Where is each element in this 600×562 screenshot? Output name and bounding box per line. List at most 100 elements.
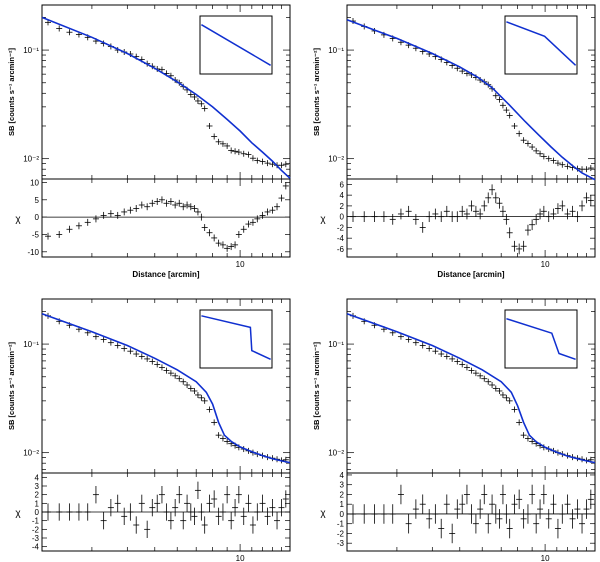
x-tick-label: 10 <box>541 554 550 562</box>
residual-point <box>184 494 191 512</box>
data-point <box>533 147 540 154</box>
residual-point <box>503 504 510 524</box>
residual-tick-label: 4 <box>35 473 40 482</box>
residual-tick-label: 4 <box>340 471 345 480</box>
residual-tick-label: -2 <box>337 223 345 232</box>
residual-point <box>149 199 156 207</box>
residual-point <box>380 504 387 524</box>
residual-point <box>206 494 213 512</box>
data-point <box>443 353 450 360</box>
data-point <box>529 438 536 445</box>
residual-point <box>554 518 561 539</box>
data-point <box>520 137 527 144</box>
residual-point <box>545 211 552 223</box>
residual-tick-label: 4 <box>340 191 345 200</box>
residual-point <box>92 486 99 504</box>
data-point <box>564 163 571 170</box>
data-point <box>184 381 191 388</box>
residual-point <box>167 198 174 205</box>
y-tick-label: 10⁻² <box>328 449 344 458</box>
residual-point <box>154 198 161 205</box>
residual-point <box>107 499 114 517</box>
residual-point <box>114 494 121 512</box>
residual-point <box>564 494 571 514</box>
data-point <box>149 358 156 365</box>
residual-point <box>121 208 128 216</box>
residual-point <box>282 182 289 190</box>
residual-point <box>211 490 218 508</box>
residual-tick-label: 10 <box>30 178 39 187</box>
data-point <box>198 100 205 107</box>
data-point <box>449 355 456 362</box>
residual-point <box>489 494 496 514</box>
residual-point <box>249 516 256 534</box>
residual-point <box>506 518 513 539</box>
y-tick-label: 10⁻² <box>23 155 39 164</box>
residual-point <box>419 494 426 514</box>
data-point <box>66 29 73 36</box>
residual-point <box>75 222 82 230</box>
data-point <box>224 142 231 149</box>
data-point <box>163 367 170 374</box>
residual-point <box>259 211 266 219</box>
y-axis-label: SB [counts s⁻¹ arcmin⁻²] <box>7 48 16 136</box>
data-point <box>158 66 165 73</box>
residual-point <box>228 512 235 530</box>
inset-box <box>199 309 273 369</box>
data-point <box>412 339 419 346</box>
panel-top-left: 10 10⁻² 10⁻¹ 10 5 0 -5 -10 SB [counts s⁻¹ arcmin… <box>7 4 291 279</box>
residual-point <box>180 512 187 530</box>
data-point <box>172 372 179 379</box>
residual-point <box>574 499 581 519</box>
data-point <box>511 406 518 413</box>
residual-point <box>172 201 179 209</box>
residual-tick-label: 2 <box>340 202 345 211</box>
residual-point <box>361 504 368 524</box>
inset-density-profile <box>506 317 576 361</box>
residual-point <box>176 199 183 207</box>
data-point <box>477 372 484 379</box>
residual-point <box>481 200 488 212</box>
residual-point <box>489 184 496 196</box>
data-point <box>224 438 231 445</box>
residual-point <box>432 504 439 524</box>
residual-point <box>554 203 561 214</box>
residual-plot-frame <box>346 178 596 258</box>
residual-point <box>201 516 208 534</box>
residual-point <box>215 507 222 525</box>
residual-point <box>463 208 470 220</box>
residual-point <box>459 205 466 217</box>
data-point <box>206 406 213 413</box>
data-point <box>496 387 503 394</box>
residual-point <box>520 240 527 252</box>
residual-axis-label: χ <box>320 214 326 225</box>
data-point <box>249 155 256 162</box>
residual-tick-label: 3 <box>340 481 345 490</box>
data-point <box>468 367 475 374</box>
residual-point <box>215 239 222 247</box>
residual-point <box>496 509 503 529</box>
x-axis-label: Distance [arcmin] <box>132 270 199 279</box>
residual-point <box>75 503 82 521</box>
y-tick-label: 10⁻¹ <box>23 46 39 55</box>
residual-tick-label: 5 <box>35 196 40 205</box>
residual-point <box>133 516 140 534</box>
x-tick-label: 10 <box>236 260 245 269</box>
residual-point <box>172 499 179 517</box>
data-point <box>481 375 488 382</box>
residual-point <box>459 494 466 514</box>
residual-point <box>477 499 484 519</box>
residual-point <box>187 503 194 521</box>
residual-point <box>511 494 518 514</box>
data-point <box>438 351 445 358</box>
residual-point <box>454 211 461 223</box>
residual-plot-frame <box>346 472 596 552</box>
data-point <box>133 351 140 358</box>
data-point <box>138 353 145 360</box>
data-point <box>144 355 151 362</box>
y-tick-label: 10⁻² <box>328 155 344 164</box>
residual-point <box>587 195 594 206</box>
residual-point <box>499 205 506 217</box>
data-point <box>187 385 194 392</box>
